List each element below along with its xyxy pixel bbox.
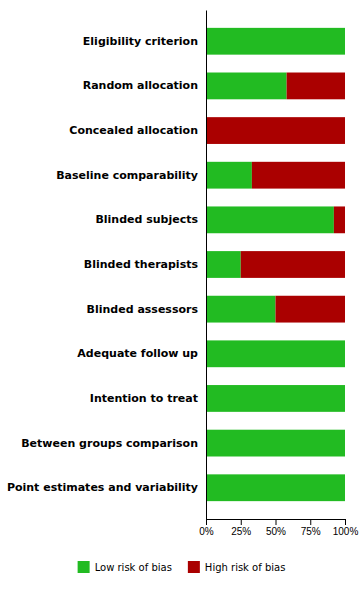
y-tick: Point estimates and variability	[7, 481, 198, 494]
x-tick-label: 50%	[266, 526, 286, 537]
bar	[287, 73, 345, 100]
bar	[334, 206, 345, 233]
category-label: Eligibility criterion	[83, 35, 198, 48]
series-bars	[206, 73, 345, 323]
category-label: Blinded subjects	[95, 213, 198, 226]
bar	[206, 117, 345, 144]
x-tick: 100%	[333, 519, 359, 537]
bar	[345, 340, 346, 367]
x-tick-label: 25%	[231, 526, 251, 537]
y-tick: Blinded therapists	[84, 258, 199, 271]
x-tick-label: 0%	[199, 526, 214, 537]
bar	[206, 296, 276, 323]
y-tick: Blinded subjects	[95, 213, 198, 226]
y-tick: Intention to treat	[90, 392, 198, 405]
x-tick-mark	[345, 519, 346, 525]
x-tick: 25%	[231, 519, 251, 537]
bar	[206, 385, 345, 412]
chart: 0% 25% 50% 75% 100% Eligibility criterion Rand…	[0, 0, 363, 589]
bar	[276, 296, 346, 323]
category-label: Point estimates and variability	[7, 481, 198, 494]
category-label: Concealed allocation	[69, 124, 198, 137]
legend-item: High risk of bias	[188, 561, 286, 573]
y-axis: Eligibility criterion Random allocation Co…	[7, 11, 207, 520]
legend: Low risk of bias High risk of bias	[78, 561, 286, 573]
category-label: Random allocation	[83, 79, 198, 92]
bars	[206, 28, 345, 501]
y-axis-line	[206, 11, 207, 520]
y-tick: Random allocation	[83, 79, 198, 92]
bar	[345, 28, 346, 55]
category-label: Baseline comparability	[56, 169, 198, 182]
legend-swatch	[78, 561, 90, 573]
x-tick: 75%	[301, 519, 321, 537]
x-tick-mark	[241, 519, 242, 525]
category-label: Between groups comparison	[21, 437, 198, 450]
legend-label: Low risk of bias	[95, 562, 172, 573]
bar	[252, 162, 345, 189]
y-tick: Between groups comparison	[21, 437, 198, 450]
bar	[206, 206, 334, 233]
x-tick-mark	[276, 519, 277, 525]
bar	[206, 251, 241, 278]
bar	[206, 28, 345, 55]
bar	[345, 474, 346, 501]
bar	[206, 430, 345, 457]
plot: 0% 25% 50% 75% 100% Eligibility criterion Rand…	[7, 11, 359, 538]
series-bars	[206, 28, 345, 501]
category-label: Adequate follow up	[77, 347, 198, 360]
x-tick-mark	[310, 519, 311, 525]
bar	[206, 162, 252, 189]
category-label: Blinded assessors	[87, 303, 199, 316]
y-tick: Baseline comparability	[56, 169, 198, 182]
y-tick: Blinded assessors	[87, 303, 199, 316]
bar	[345, 430, 346, 457]
y-tick: Concealed allocation	[69, 124, 198, 137]
x-tick-mark	[206, 519, 207, 525]
legend-label: High risk of bias	[205, 562, 286, 573]
y-tick: Adequate follow up	[77, 347, 198, 360]
x-axis: 0% 25% 50% 75% 100%	[199, 519, 358, 537]
x-axis-line	[207, 520, 346, 526]
bar	[241, 251, 345, 278]
bar	[345, 385, 346, 412]
x-tick: 50%	[266, 519, 286, 537]
category-label: Blinded therapists	[84, 258, 199, 271]
bar	[206, 73, 287, 100]
bar	[206, 340, 345, 367]
x-tick-label: 100%	[333, 526, 359, 537]
x-tick-label: 75%	[301, 526, 321, 537]
legend-item: Low risk of bias	[78, 561, 172, 573]
category-label: Intention to treat	[90, 392, 198, 405]
x-tick: 0%	[199, 519, 214, 537]
y-tick: Eligibility criterion	[83, 35, 198, 48]
bar	[206, 474, 345, 501]
legend-swatch	[188, 561, 200, 573]
